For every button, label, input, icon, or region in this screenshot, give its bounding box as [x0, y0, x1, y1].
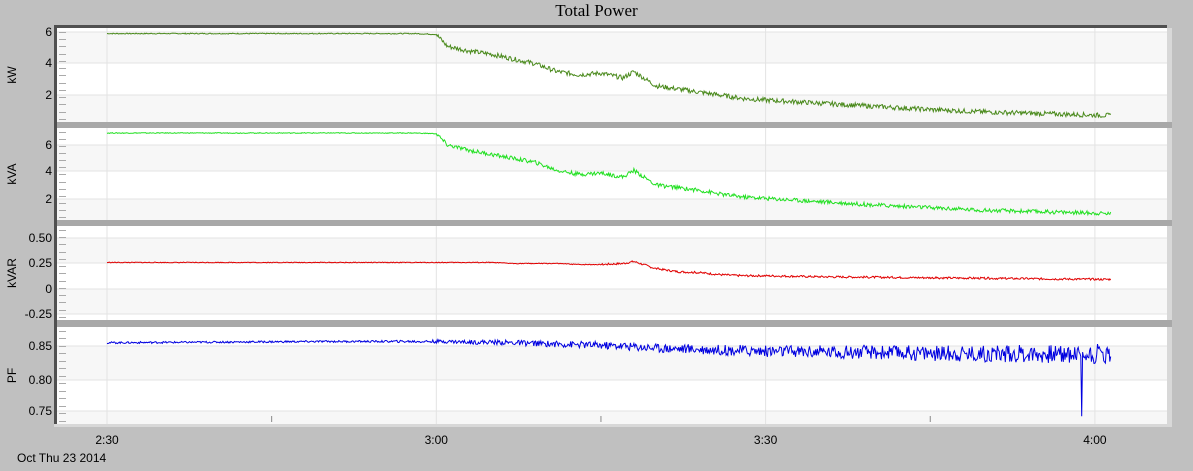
y-tick-label: 0.25: [29, 256, 53, 270]
series-kvar-line: [106, 260, 1112, 282]
y-tick-label: 0.85: [29, 339, 53, 353]
series-kva-line: [106, 131, 1112, 217]
y-tick-label: 0.80: [29, 373, 53, 387]
y-axis-label: kVA: [5, 163, 19, 184]
y-tick-label: 6: [45, 138, 52, 152]
x-tick-label: 3:30: [754, 433, 778, 447]
y-tick-label: 0.75: [29, 404, 53, 418]
y-tick-label: 2: [45, 192, 52, 206]
panel-separator: [57, 220, 1172, 226]
y-tick-label: 2: [45, 88, 52, 102]
y-tick-label: 4: [45, 56, 52, 70]
y-axis-label: kVAR: [5, 258, 19, 288]
y-tick-label: 4: [45, 164, 52, 178]
frame-top: [57, 25, 1167, 28]
panel-separator: [57, 320, 1172, 327]
date-label: Oct Thu 23 2014: [17, 451, 107, 465]
panel-kva: 6 4 2 kVA: [5, 128, 1167, 220]
y-tick-label: -0.25: [25, 307, 53, 321]
panel-separator: [57, 122, 1172, 128]
series-pf-line: [106, 338, 1112, 417]
y-tick-label: 6: [45, 25, 52, 39]
panel-kvar: 0.50 0.25 0 -0.25 kVAR: [5, 226, 1167, 321]
y-tick-label: 0: [45, 282, 52, 296]
y-tick-label: 0.50: [29, 231, 53, 245]
x-tick-label: 2:30: [95, 433, 119, 447]
chart-title: Total Power: [555, 1, 638, 20]
panel-kw: 6 4 2 kW: [5, 25, 1167, 122]
x-tick-label: 3:00: [425, 433, 449, 447]
panel-pf: 0.85 0.80 0.75 PF: [5, 327, 1167, 424]
y-axis-label: kW: [5, 66, 19, 84]
y-axis-label: PF: [5, 368, 19, 383]
x-tick-label: 4:00: [1083, 433, 1107, 447]
frame-left: [54, 25, 57, 425]
series-kw-line: [106, 32, 1112, 119]
